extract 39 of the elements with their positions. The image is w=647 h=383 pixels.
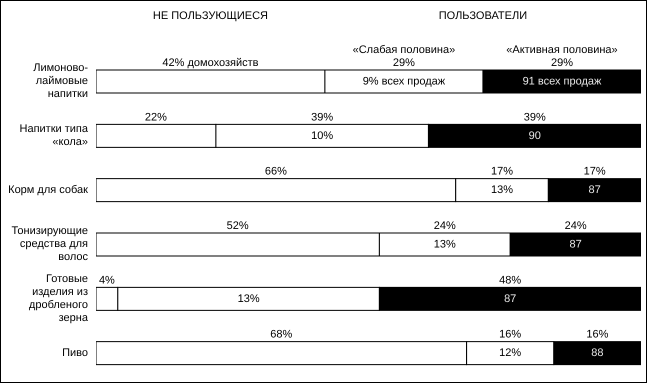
y-tick-label: Лимоново-лаймовые напитки — [33, 62, 88, 100]
annotation: 10% — [311, 130, 334, 142]
data-label: 29% — [550, 57, 574, 69]
data-label: 24% — [434, 220, 456, 232]
series-label: «Активная половина» — [506, 44, 618, 56]
data-label: 4% — [98, 274, 116, 286]
annotation: 88 — [591, 347, 604, 360]
series-label: «Слабая половина» — [352, 44, 456, 56]
data-label: 29% — [392, 57, 416, 69]
y-tick-label: Готовые изделия из дробленого зерна — [28, 272, 89, 324]
y-tick-label: Напитки типа «кола» — [20, 122, 89, 148]
data-label: 24% — [564, 220, 587, 232]
data-label: 68% — [270, 328, 293, 341]
text: НЕ ПОЛЬЗУЮЩИЕСЯ — [152, 10, 268, 22]
data-label: 16% — [586, 328, 609, 341]
y-tick-label: Пиво — [62, 346, 88, 359]
text: ПОЛЬЗОВАТЕЛИ — [438, 10, 528, 22]
annotation: 13% — [491, 184, 514, 196]
annotation: 13% — [434, 238, 456, 250]
data-label: 16% — [499, 328, 522, 341]
data-label: 39% — [524, 111, 546, 124]
y-tick-label: Корм для собак — [8, 184, 88, 196]
annotation: 13% — [238, 292, 260, 305]
annotation: 9% всех продаж — [362, 76, 446, 88]
data-label: 42% домохозяйств — [162, 57, 259, 69]
annotation: 87 — [588, 184, 601, 196]
data-label: 17% — [584, 166, 606, 178]
annotation: 87 — [569, 238, 582, 250]
y-tick-label: Тонизирующие средства для волос — [12, 225, 88, 264]
data-label: 17% — [491, 166, 514, 178]
data-label: 66% — [264, 166, 288, 178]
data-label: 48% — [499, 274, 522, 286]
annotation: 91 всех продаж — [522, 76, 602, 88]
annotation: 90 — [528, 130, 541, 142]
annotation: 12% — [499, 347, 522, 360]
annotation: 87 — [504, 292, 516, 305]
data-label: 22% — [144, 111, 168, 124]
data-label: 52% — [226, 220, 249, 232]
data-label: 39% — [311, 111, 334, 124]
